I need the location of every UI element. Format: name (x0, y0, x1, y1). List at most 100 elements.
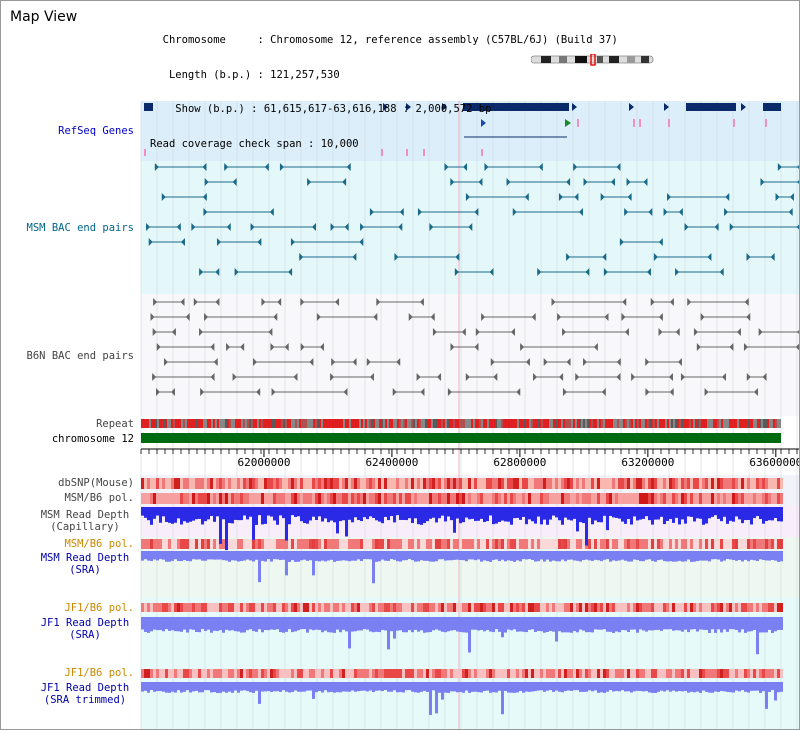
repeat-segment (639, 419, 641, 428)
depth-bar (219, 507, 222, 544)
depth-bar (459, 507, 462, 524)
heat-cell (636, 669, 639, 678)
depth-bar (477, 507, 480, 521)
depth-bar (675, 551, 678, 562)
bac-end-marker (319, 343, 324, 351)
heat-cell (561, 539, 564, 549)
depth-bar (201, 682, 204, 693)
heat-cell (657, 493, 660, 504)
depth-bar (177, 682, 180, 691)
heat-cell (657, 539, 660, 549)
heat-cell (207, 603, 210, 612)
heat-cell (621, 478, 624, 489)
depth-bar (744, 551, 747, 560)
repeat-segment (385, 419, 387, 428)
depth-bar (459, 617, 462, 632)
depth-bar (390, 682, 393, 692)
heat-cell (666, 539, 669, 549)
depth-bar (348, 617, 351, 649)
depth-bar (435, 551, 438, 562)
heat-cell (426, 539, 429, 549)
repeat-segment (629, 419, 631, 428)
depth-bar (525, 507, 528, 525)
msm-read-depth-capillary-label: MSM Read Depth (Capillary) (35, 509, 135, 533)
bac-end-marker (226, 343, 231, 351)
repeat-segment (309, 419, 311, 428)
repeat-segment (457, 419, 459, 428)
heat-cell (696, 539, 699, 549)
heat-cell (360, 669, 363, 678)
repeat-segment (735, 419, 737, 428)
heat-cell (591, 493, 594, 504)
heat-cell (672, 603, 675, 612)
depth-bar (741, 682, 744, 691)
heat-cell (636, 478, 639, 489)
heat-cell (663, 603, 666, 612)
repeat-segment (619, 419, 621, 428)
depth-bar (477, 551, 480, 560)
bac-end-marker (309, 358, 314, 366)
repeat-segment (415, 419, 417, 428)
heat-cell (243, 539, 246, 549)
depth-bar (648, 682, 651, 693)
bac-end-marker (575, 373, 580, 381)
repeat-segment (739, 419, 741, 428)
heat-cell (279, 539, 282, 549)
heat-cell (681, 539, 684, 549)
heat-cell (174, 669, 177, 678)
repeat-segment (335, 419, 337, 428)
depth-bar (630, 682, 633, 693)
repeat-segment (245, 419, 247, 428)
heat-cell (738, 478, 741, 489)
repeat-segment (229, 419, 231, 428)
repeat-segment (429, 419, 431, 428)
heat-cell (510, 493, 513, 504)
depth-bar (408, 507, 411, 519)
heat-cell (192, 539, 195, 549)
depth-bar (603, 617, 606, 630)
heat-cell (369, 603, 372, 612)
heat-cell (303, 603, 306, 612)
repeat-segment (167, 419, 169, 428)
depth-bar (438, 507, 441, 519)
repeat-segment (587, 419, 589, 428)
heat-cell (150, 539, 153, 549)
heat-cell (144, 603, 147, 612)
heat-cell (675, 539, 678, 549)
bac-end-marker (520, 343, 525, 351)
depth-bar (618, 682, 621, 692)
heat-cell (624, 478, 627, 489)
heat-cell (618, 669, 621, 678)
chromosome-ideogram[interactable] (531, 54, 655, 66)
depth-bar (558, 507, 561, 521)
heat-cell (357, 669, 360, 678)
heat-cell (177, 478, 180, 489)
depth-bar (711, 617, 714, 630)
heat-cell (456, 493, 459, 504)
heat-cell (288, 603, 291, 612)
depth-bar (282, 682, 285, 691)
repeat-segment (141, 419, 143, 428)
depth-bar (426, 551, 429, 561)
depth-bar (348, 682, 351, 692)
depth-bar (489, 507, 492, 516)
heat-cell (777, 669, 780, 678)
depth-bar (300, 682, 303, 692)
heat-cell (564, 539, 567, 549)
heat-cell (540, 478, 543, 489)
heat-cell (423, 603, 426, 612)
heat-cell (633, 539, 636, 549)
depth-bar (735, 682, 738, 691)
repeat-segment (375, 419, 377, 428)
depth-bar (654, 617, 657, 631)
heat-cell (420, 669, 423, 678)
depth-bar (540, 551, 543, 560)
heat-cell (255, 478, 258, 489)
depth-bar (372, 551, 375, 584)
depth-bar (510, 617, 513, 631)
depth-bar (765, 507, 768, 521)
repeat-segment (687, 419, 689, 428)
depth-bar (147, 617, 150, 633)
depth-bar (342, 617, 345, 630)
